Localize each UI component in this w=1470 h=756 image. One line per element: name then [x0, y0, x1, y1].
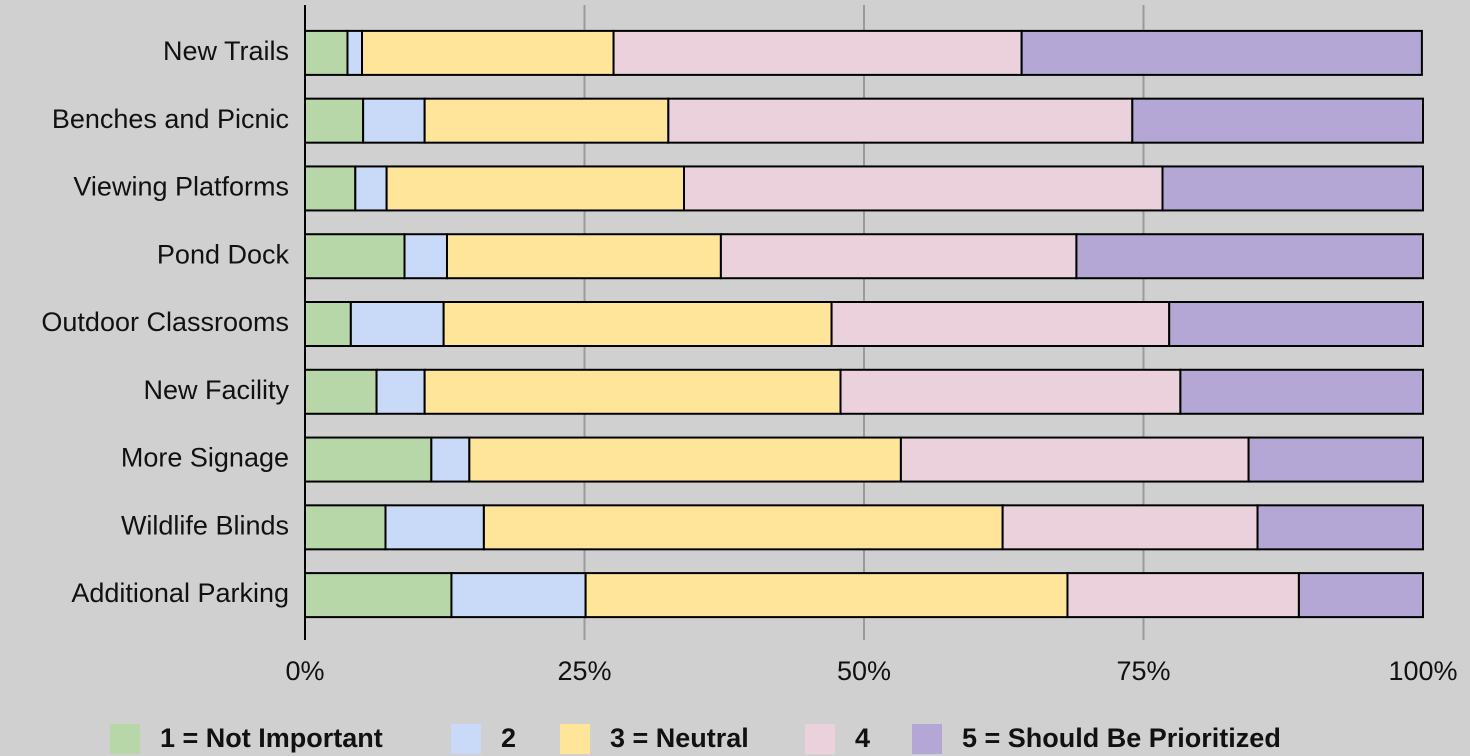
legend-label: 3 = Neutral — [610, 723, 749, 753]
bar-segment — [1001, 504, 1259, 551]
bar-segment — [362, 97, 426, 144]
bar-segment — [612, 29, 1023, 76]
bar-segment — [1297, 572, 1424, 619]
bar-segment — [468, 436, 902, 483]
legend-label: 2 — [501, 723, 516, 753]
x-tick-label: 50% — [837, 656, 891, 686]
bar-segment — [354, 165, 388, 212]
bar-segment — [375, 368, 426, 415]
legend-label: 5 = Should Be Prioritized — [962, 723, 1281, 753]
bar-segment — [1075, 233, 1425, 280]
bar-segment — [450, 572, 587, 619]
bar-segment — [839, 368, 1182, 415]
bar-segment — [445, 233, 722, 280]
bar-segment — [304, 97, 365, 144]
bar-segment — [304, 436, 433, 483]
x-tick-label: 25% — [557, 656, 611, 686]
y-tick-label: More Signage — [121, 443, 289, 473]
legend-swatch — [805, 724, 835, 754]
bar-segment — [1020, 29, 1423, 76]
y-tick-label: New Trails — [163, 36, 289, 66]
y-tick-label: Pond Dock — [157, 239, 290, 269]
bar-segment — [304, 233, 406, 280]
y-tick-label: Additional Parking — [71, 578, 289, 608]
bar-segment — [830, 301, 1171, 347]
legend-swatch — [912, 724, 942, 754]
x-tick-label: 0% — [285, 656, 324, 686]
x-tick-label: 100% — [1388, 656, 1457, 686]
bar-segment — [667, 97, 1134, 144]
bar-segment — [1161, 165, 1424, 212]
y-tick-label: Outdoor Classrooms — [41, 307, 289, 337]
bar-segment — [1168, 301, 1424, 347]
bar-segment — [584, 572, 1069, 619]
bar-segment — [899, 436, 1250, 483]
bar-segment — [1247, 436, 1425, 483]
bar-segment — [1179, 368, 1425, 415]
bar-segment — [719, 233, 1078, 280]
bar-segment — [384, 504, 485, 551]
legend-swatch — [110, 724, 140, 754]
bar-segment — [403, 233, 448, 280]
bar-segment — [361, 29, 615, 76]
bar-segment — [304, 29, 349, 76]
bar-segment — [385, 165, 686, 212]
bar-segment — [423, 368, 842, 415]
bar-segment — [346, 29, 364, 76]
bar-segment — [423, 97, 670, 144]
y-tick-label: Benches and Picnic — [52, 104, 289, 134]
x-tick-label: 75% — [1116, 656, 1170, 686]
bar-segment — [304, 301, 352, 347]
bar-segment — [1066, 572, 1300, 619]
bar-segment — [1131, 97, 1424, 144]
bar-segment — [304, 368, 378, 415]
bar-segment — [683, 165, 1164, 212]
legend-swatch — [560, 724, 590, 754]
bar-segment — [482, 504, 1004, 551]
bar-segment — [349, 301, 445, 347]
legend-label: 1 = Not Important — [160, 723, 383, 753]
legend-label: 4 — [855, 723, 870, 753]
bar-segment — [1256, 504, 1425, 551]
bar-segment — [304, 504, 387, 551]
y-tick-label: New Facility — [143, 375, 289, 405]
bar-segment — [304, 572, 453, 619]
y-tick-label: Wildlife Blinds — [121, 510, 289, 540]
y-tick-label: Viewing Platforms — [73, 172, 289, 202]
bar-segment — [442, 301, 833, 347]
bar-segment — [304, 165, 357, 212]
bar-segment — [430, 436, 471, 483]
legend-swatch — [451, 724, 481, 754]
